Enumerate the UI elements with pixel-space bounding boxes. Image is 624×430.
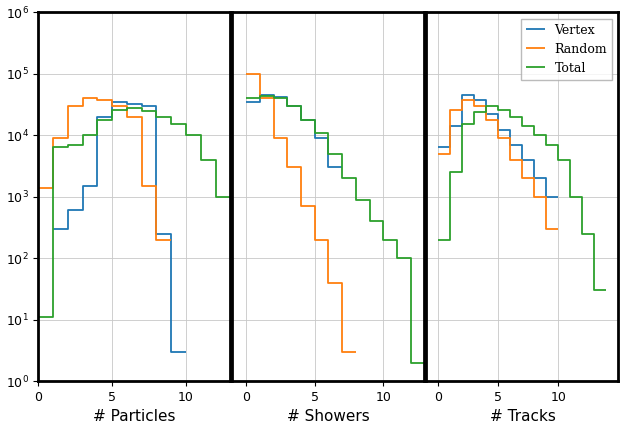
Random <box>495 135 502 141</box>
Total <box>519 124 526 129</box>
Vertex <box>435 144 442 149</box>
Total <box>470 109 478 114</box>
Total <box>483 109 490 114</box>
Random <box>470 103 478 108</box>
Random <box>483 103 490 108</box>
Random <box>519 176 526 181</box>
Vertex <box>507 142 514 147</box>
X-axis label: # Tracks: # Tracks <box>489 409 555 424</box>
X-axis label: # Showers: # Showers <box>287 409 370 424</box>
Total <box>447 237 454 243</box>
Total <box>603 288 610 293</box>
Vertex <box>555 194 562 200</box>
Vertex <box>483 97 490 102</box>
Vertex <box>519 157 526 163</box>
Total <box>459 170 466 175</box>
Vertex <box>447 124 454 129</box>
Vertex <box>470 92 478 98</box>
Total <box>555 142 562 147</box>
Total <box>555 157 562 163</box>
Vertex <box>447 144 454 149</box>
Random <box>495 117 502 122</box>
Random <box>435 151 442 157</box>
Total <box>447 170 454 175</box>
Line: Random: Random <box>439 100 558 229</box>
Random <box>507 157 514 163</box>
Random <box>459 107 466 112</box>
Total <box>435 237 442 243</box>
Total <box>495 107 502 112</box>
Total <box>543 142 550 147</box>
X-axis label: # Particles: # Particles <box>93 409 175 424</box>
Line: Vertex: Vertex <box>439 95 558 197</box>
Total <box>530 133 538 138</box>
Random <box>519 157 526 163</box>
Vertex <box>495 128 502 133</box>
Total <box>507 107 514 112</box>
Random <box>470 97 478 102</box>
Total <box>567 194 574 200</box>
Vertex <box>519 142 526 147</box>
Vertex <box>483 112 490 117</box>
Total <box>578 194 586 200</box>
Vertex <box>543 176 550 181</box>
Random <box>507 135 514 141</box>
Total <box>507 114 514 120</box>
Total <box>519 114 526 120</box>
Total <box>543 133 550 138</box>
Total <box>591 231 598 236</box>
Random <box>530 176 538 181</box>
Total <box>591 288 598 293</box>
Vertex <box>530 176 538 181</box>
Total <box>495 103 502 108</box>
Vertex <box>470 97 478 102</box>
Total <box>470 122 478 127</box>
Vertex <box>459 92 466 98</box>
Random <box>447 151 454 157</box>
Total <box>530 124 538 129</box>
Total <box>459 122 466 127</box>
Total <box>567 157 574 163</box>
Random <box>530 194 538 200</box>
Vertex <box>530 157 538 163</box>
Random <box>459 97 466 102</box>
Vertex <box>507 128 514 133</box>
Random <box>543 194 550 200</box>
Random <box>543 226 550 231</box>
Vertex <box>459 124 466 129</box>
Random <box>483 117 490 122</box>
Random <box>447 107 454 112</box>
Legend: Vertex, Random, Total: Vertex, Random, Total <box>521 18 612 80</box>
Random <box>555 226 562 231</box>
Vertex <box>495 112 502 117</box>
Total <box>483 103 490 108</box>
Vertex <box>543 194 550 200</box>
Line: Total: Total <box>439 106 607 290</box>
Total <box>578 231 586 236</box>
